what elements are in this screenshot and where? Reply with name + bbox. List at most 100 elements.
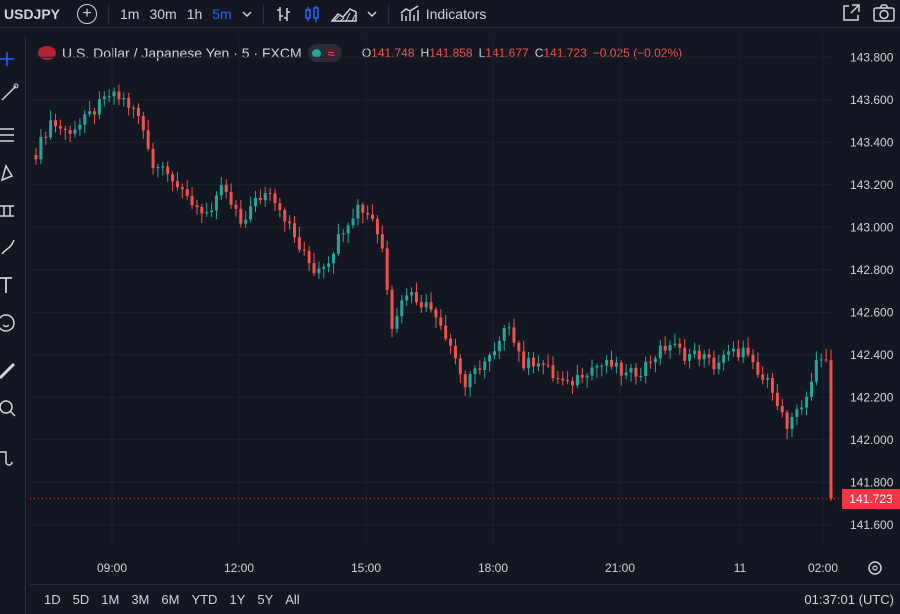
candle-body (449, 338, 453, 346)
time-axis[interactable]: 09:00 12:00 15:00 18:00 21:00 11 02:00 (97, 561, 838, 575)
candle-body (644, 361, 648, 376)
candles (34, 84, 833, 501)
pattern-icon[interactable] (0, 162, 22, 184)
candle-body (219, 185, 223, 196)
area-style-button[interactable] (326, 2, 362, 26)
range-all[interactable]: All (285, 592, 300, 607)
interval-30m[interactable]: 30m (149, 5, 177, 22)
candle-body (78, 124, 82, 130)
candle-body (185, 189, 189, 197)
settings-gear[interactable] (868, 561, 882, 575)
price-tick-label: 142.600 (850, 305, 894, 319)
interval-1m[interactable]: 1m (120, 5, 140, 22)
divider (108, 3, 109, 24)
candle-body (117, 91, 121, 100)
candle-body (390, 289, 394, 329)
open-value: 141.748 (371, 46, 415, 60)
price-tick-label: 142.800 (850, 263, 894, 277)
emoji-icon[interactable] (0, 312, 22, 334)
price-tick-label: 143.000 (850, 220, 894, 234)
candle-body (775, 392, 779, 407)
bars-style-button[interactable] (270, 2, 298, 26)
candles-style-button[interactable] (298, 2, 326, 26)
candle-body (107, 96, 111, 98)
candle-body (795, 409, 799, 418)
drawing-toolbar (0, 36, 26, 614)
interval-dropdown[interactable] (237, 2, 257, 26)
fib-icon[interactable] (0, 124, 22, 146)
price-tick-label: 141.600 (850, 518, 894, 532)
candle-body (610, 360, 614, 367)
camera-icon[interactable] (872, 2, 896, 24)
candle-body (258, 197, 262, 201)
candle-body (83, 114, 87, 125)
candle-body (614, 362, 618, 367)
candle-body (297, 237, 301, 250)
candle-body (478, 368, 482, 370)
chart-style-dropdown[interactable] (362, 2, 382, 26)
text-icon[interactable] (0, 274, 22, 296)
interval-5m[interactable]: 5m (212, 5, 232, 22)
bottom-toolbar: 1D 5D 1M 3M 6M YTD 1Y 5Y All 01:37:01 (U… (30, 584, 900, 614)
candle-body (73, 129, 77, 134)
candle-body (663, 345, 667, 351)
brush-icon[interactable] (0, 236, 22, 258)
candle-body (97, 99, 101, 115)
candle-body (736, 348, 740, 358)
range-5y[interactable]: 5Y (257, 592, 274, 607)
candle-body (375, 218, 379, 235)
crosshair-icon[interactable] (0, 48, 22, 70)
candle-body (439, 317, 443, 326)
candle-body (492, 351, 496, 356)
range-1d[interactable]: 1D (44, 592, 61, 607)
price-tick-label: 143.600 (850, 93, 894, 107)
candle-body (356, 204, 360, 219)
magnet-icon[interactable] (0, 448, 22, 470)
candle-body (546, 364, 550, 366)
gear-icon[interactable] (868, 561, 882, 575)
candle-body (361, 204, 365, 213)
candle-body (717, 362, 721, 370)
candle-body (273, 193, 277, 204)
prediction-icon[interactable] (0, 200, 22, 222)
candle-body (819, 359, 823, 361)
range-1y[interactable]: 1Y (229, 592, 246, 607)
range-6m[interactable]: 6M (161, 592, 180, 607)
candle-body (161, 166, 165, 168)
candle-body (93, 111, 97, 115)
zoom-icon[interactable] (0, 398, 22, 420)
interval-1h[interactable]: 1h (186, 5, 203, 22)
price-tick-label: 143.200 (850, 178, 894, 192)
price-axis[interactable]: 143.800 143.600 143.400 143.200 143.000 142.8… (850, 50, 894, 532)
compare-button[interactable]: + (72, 2, 102, 26)
indicators-button[interactable]: Indicators (395, 2, 492, 26)
candle-body (419, 302, 423, 308)
grid (30, 36, 835, 546)
candle-body (600, 365, 604, 367)
fullscreen-icon[interactable] (840, 2, 862, 24)
candle-body (39, 136, 43, 160)
range-1m[interactable]: 1M (101, 592, 120, 607)
ruler-icon[interactable] (0, 360, 22, 382)
candle-body (327, 263, 331, 267)
candle-body (292, 223, 296, 238)
trend-line-icon[interactable] (0, 82, 22, 104)
price-chart[interactable]: 143.800 143.600 143.400 143.200 143.000 142.8… (30, 36, 900, 584)
candle-body (707, 354, 711, 358)
candle-body (385, 248, 389, 290)
range-5d[interactable]: 5D (72, 592, 90, 607)
candle-body (658, 345, 662, 359)
candle-body (102, 96, 106, 100)
range-ytd[interactable]: YTD (191, 592, 218, 607)
utc-clock[interactable]: 01:37:01 (UTC) (804, 592, 894, 607)
symbol-search[interactable]: USDJPY (4, 5, 61, 22)
candle-body (458, 358, 462, 375)
candle-body (634, 367, 638, 377)
candle-body (517, 342, 521, 352)
range-3m[interactable]: 3M (131, 592, 150, 607)
candle-body (444, 325, 448, 339)
candle-body (653, 358, 657, 363)
candle-body (58, 126, 62, 129)
candle-body (673, 343, 677, 345)
candle-body (122, 97, 126, 100)
